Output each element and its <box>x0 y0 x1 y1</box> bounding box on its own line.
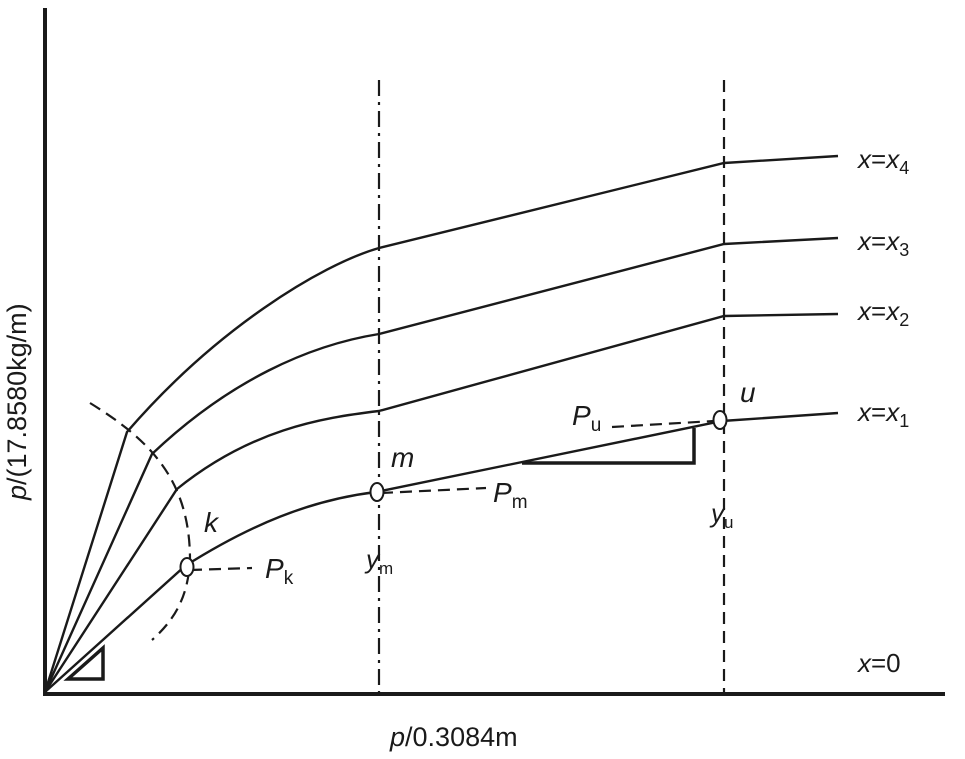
pm-leader-line <box>380 486 487 495</box>
label-curve-x2: x=x2 <box>856 296 909 330</box>
pu-leader-line <box>611 419 715 429</box>
label-force-pm: Pm <box>493 477 528 513</box>
final-slope-triangle <box>522 428 696 465</box>
point-k-marker <box>179 557 195 577</box>
label-ym: ym <box>364 544 393 578</box>
curve-x3 <box>43 236 839 693</box>
label-point-m: m <box>391 442 414 473</box>
yield-locus-dashed-curve <box>89 402 192 641</box>
point-u-marker <box>712 410 728 430</box>
label-curve-x3: x=x3 <box>856 226 909 260</box>
label-force-pu: Pu <box>572 400 601 436</box>
label-baseline-x0: x=0 <box>856 648 901 678</box>
label-curve-x4: x=x4 <box>856 144 909 178</box>
label-point-u: u <box>740 377 756 408</box>
label-force-pk: Pk <box>265 553 294 589</box>
label-point-k: k <box>204 507 220 538</box>
label-yu: yu <box>709 498 733 532</box>
x-axis-label: p/0.3084m <box>389 722 518 752</box>
y-axis-label: p/(17.8580kg/m) <box>2 303 32 501</box>
curve-x2 <box>43 312 839 693</box>
pk-leader-line <box>189 566 253 572</box>
label-curve-x1: x=x1 <box>856 397 909 431</box>
curve-x1 <box>44 411 839 693</box>
curve-x4 <box>43 154 839 693</box>
point-m-marker <box>369 482 385 502</box>
initial-slope-triangle <box>63 644 105 681</box>
